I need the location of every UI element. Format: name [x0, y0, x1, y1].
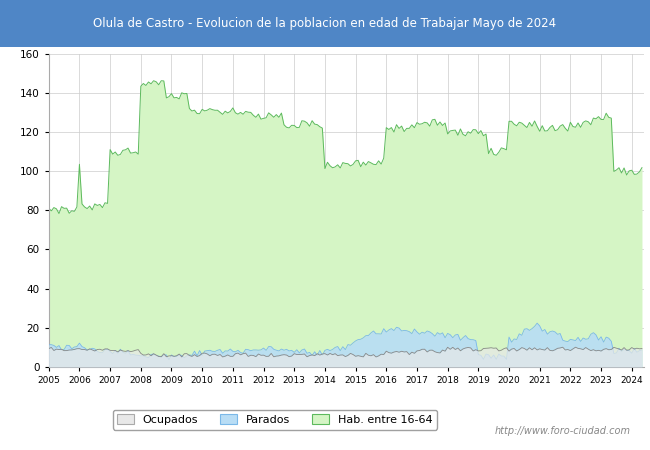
Legend: Ocupados, Parados, Hab. entre 16-64: Ocupados, Parados, Hab. entre 16-64 [112, 410, 437, 429]
Text: http://www.foro-ciudad.com: http://www.foro-ciudad.com [495, 427, 630, 436]
Text: Olula de Castro - Evolucion de la poblacion en edad de Trabajar Mayo de 2024: Olula de Castro - Evolucion de la poblac… [94, 17, 556, 30]
Text: FORO-CIUDAD.COM: FORO-CIUDAD.COM [210, 214, 482, 238]
